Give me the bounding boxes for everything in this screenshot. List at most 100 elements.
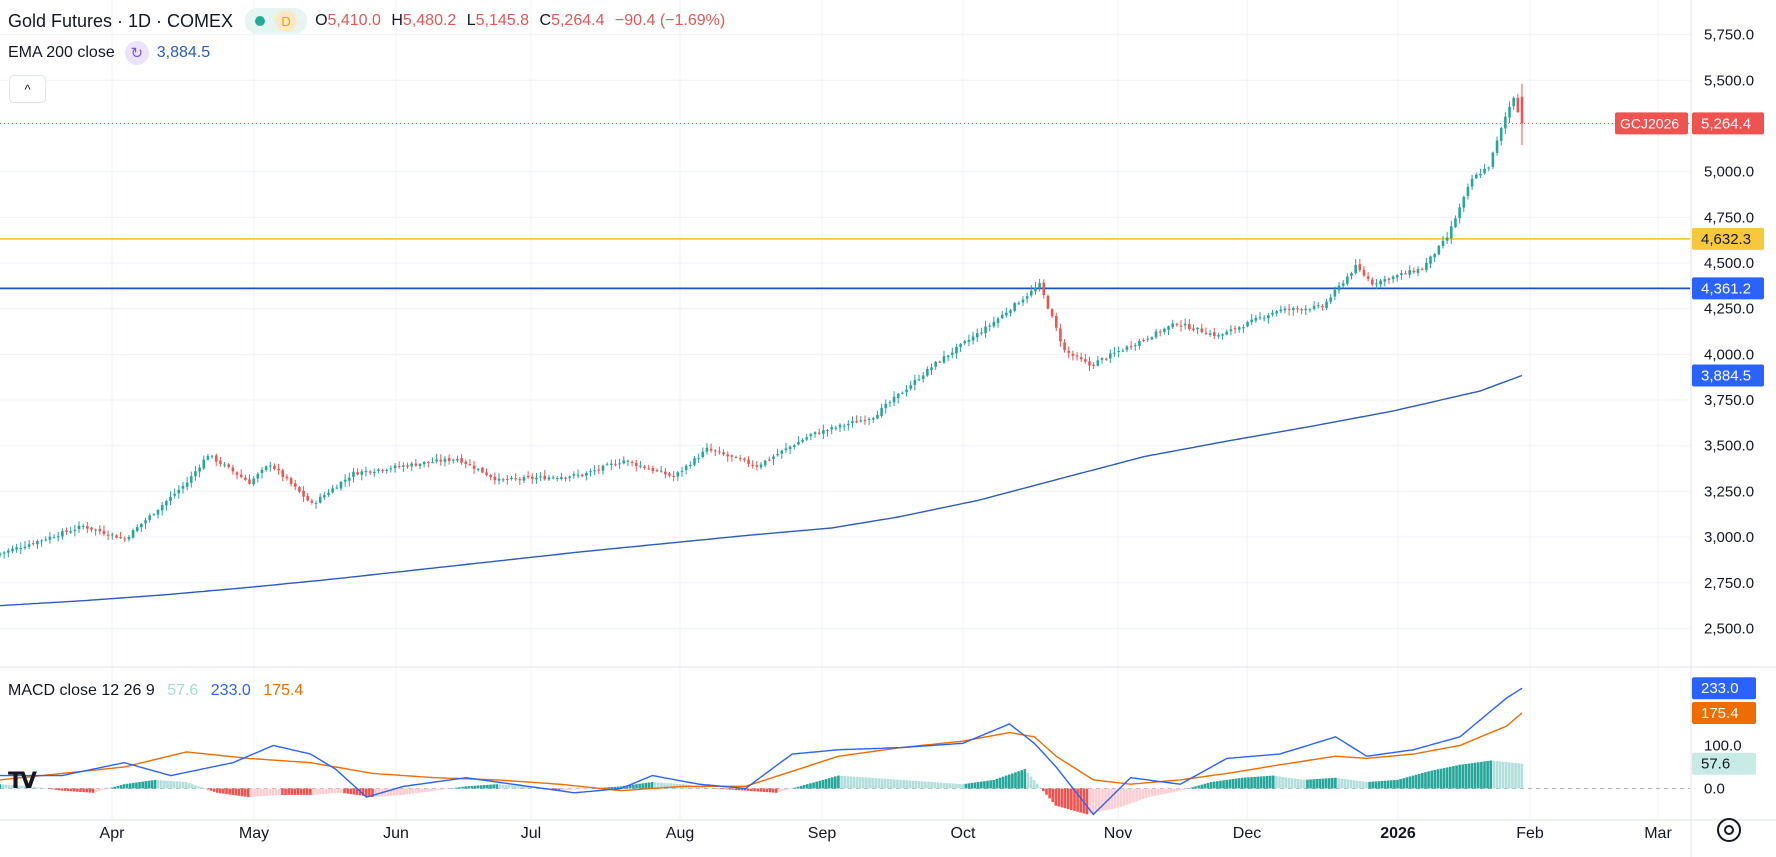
macd-histogram-bar (1197, 785, 1201, 789)
candle-body (439, 459, 443, 462)
macd-histogram-bar (464, 786, 468, 789)
macd-histogram-bar (91, 788, 95, 793)
candle-body (1262, 317, 1266, 319)
candle-body (414, 463, 418, 466)
macd-histogram-bar (1306, 779, 1309, 789)
macd-histogram-bar (423, 788, 427, 792)
candle-body (855, 421, 858, 423)
candle-body (1354, 264, 1357, 274)
candle-body (173, 493, 176, 496)
market-status-pill[interactable]: D (245, 8, 308, 34)
macd-histogram-bar (287, 788, 290, 795)
candle-body (842, 425, 846, 427)
candle-body (1400, 273, 1403, 276)
collapse-legend-button[interactable]: ^ (9, 75, 46, 103)
macd-histogram-bar (1458, 764, 1461, 789)
macd-histogram-bar (647, 782, 651, 789)
macd-histogram-bar (1330, 777, 1334, 789)
refresh-icon[interactable]: ↻ (124, 41, 149, 65)
macd-histogram-bar (318, 788, 322, 795)
macd-histogram-bar (1113, 788, 1117, 809)
candle-body (871, 418, 875, 420)
macd-histogram-bar (1365, 782, 1368, 789)
candle-body (1366, 276, 1370, 279)
candle-body (967, 339, 971, 342)
candle-body (1271, 312, 1274, 315)
macd-histogram-bar (293, 788, 297, 795)
candle-body (1084, 359, 1087, 362)
candle-body (988, 325, 992, 327)
macd-histogram-bar (414, 788, 418, 794)
candle-body (485, 472, 488, 475)
candle-body (605, 464, 609, 466)
macd-histogram-bar (1160, 788, 1163, 795)
macd-histogram-bar (1480, 761, 1483, 789)
macd-histogram-bar (458, 787, 461, 789)
macd-histogram-bar (1175, 788, 1179, 792)
candle-body (364, 470, 368, 473)
macd-histogram-bar (787, 788, 791, 790)
macd-histogram-bar (983, 781, 986, 789)
candle-body (713, 450, 717, 452)
macd-legend[interactable]: MACD close 12 26 9 57.6 233.0 175.4 (8, 682, 303, 700)
macd-histogram-bar (163, 780, 166, 789)
macd-histogram-bar (240, 788, 244, 797)
candle-body (822, 430, 825, 434)
macd-histogram-bar (591, 788, 595, 789)
macd-histogram-bar (1157, 788, 1160, 796)
macd-histogram-bar (1194, 786, 1197, 789)
candle-body (1312, 305, 1316, 309)
macd-histogram-bar (911, 780, 915, 789)
candle-body (780, 450, 784, 454)
settings-gear-icon[interactable] (1717, 818, 1741, 842)
candle-body (905, 389, 908, 393)
candle-body (1042, 282, 1046, 296)
macd-histogram-bar (203, 788, 207, 789)
candle-body (1275, 311, 1278, 314)
macd-histogram-bar (41, 788, 45, 789)
candle-body (506, 478, 509, 480)
price-tick-label: 2,750.0 (1704, 575, 1754, 592)
macd-histogram-bar (750, 788, 753, 792)
candle-body (1279, 309, 1283, 312)
macd-histogram-bar (1178, 788, 1182, 791)
macd-histogram-bar (1380, 780, 1384, 789)
candle-body (281, 470, 285, 477)
candle-body (784, 448, 788, 451)
macd-histogram-bar (420, 788, 424, 793)
macd-histogram-bar (1135, 788, 1138, 802)
ema-legend[interactable]: EMA 200 close ↻ 3,884.5 (8, 41, 210, 65)
candle-body (314, 502, 318, 504)
candle-body (239, 474, 243, 477)
time-tick-label: Dec (1233, 825, 1261, 842)
macd-histogram-bar (886, 779, 890, 789)
candle-body (1242, 327, 1245, 329)
macd-histogram-bar (1184, 788, 1188, 789)
symbol-legend: Gold Futures · 1D · COMEX D O5,410.0 H5,… (8, 8, 731, 34)
macd-histogram-bar (427, 788, 430, 792)
candle-body (734, 457, 738, 459)
candle-body (863, 420, 867, 422)
macd-histogram-bar (619, 786, 623, 789)
candle-body (826, 430, 829, 432)
macd-histogram-bar (113, 786, 117, 789)
macd-histogram-bar (1442, 768, 1446, 789)
symbol-title[interactable]: Gold Futures · 1D · COMEX (8, 10, 234, 31)
macd-histogram-bar (1029, 776, 1033, 789)
macd-histogram-bar (712, 788, 716, 789)
macd-histogram-bar (1399, 779, 1402, 789)
tradingview-logo[interactable]: TV (8, 769, 37, 794)
macd-label: MACD close 12 26 9 (8, 682, 155, 699)
symbol-tag-bg (1615, 112, 1688, 135)
candle-body (634, 462, 638, 466)
candle-body (1117, 351, 1120, 353)
macd-histogram-bar (728, 788, 732, 790)
price-badge-2: 4,632.3 (1701, 231, 1751, 248)
candle-body (185, 482, 189, 487)
price-change: −90.4 (−1.69%) (614, 12, 726, 29)
candle-body (984, 326, 987, 334)
macd-histogram-bar (128, 783, 132, 789)
macd-badge: 233.0 (1701, 680, 1739, 697)
macd-histogram-bar (265, 788, 269, 796)
